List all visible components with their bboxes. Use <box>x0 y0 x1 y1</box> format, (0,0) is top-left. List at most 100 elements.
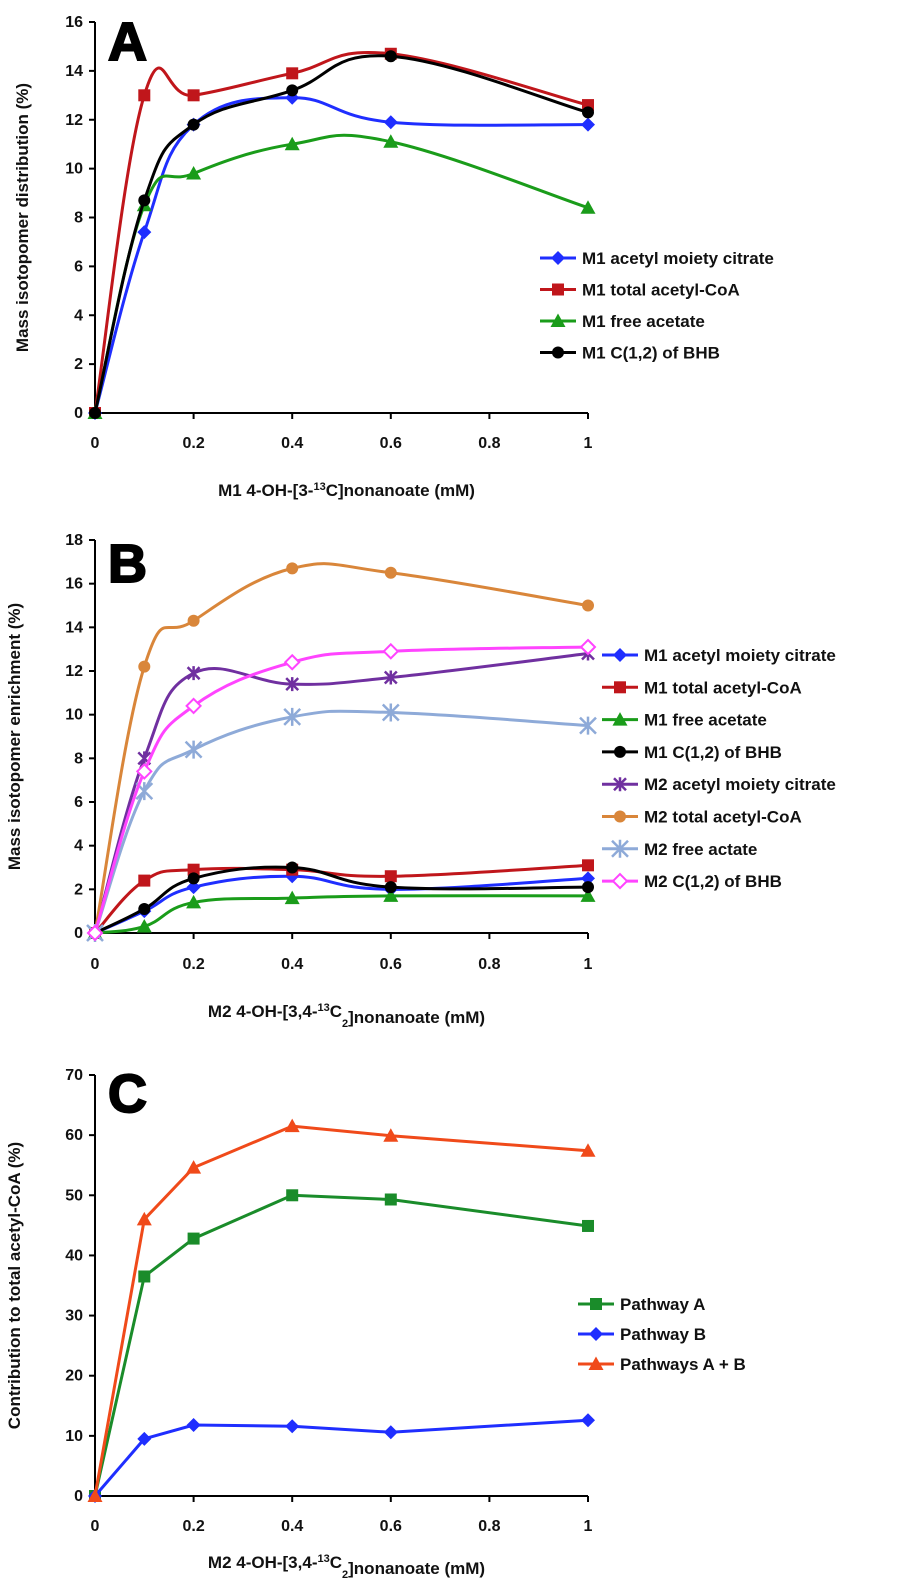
data-point <box>582 881 594 894</box>
data-point <box>186 166 202 180</box>
chart-panel-c: 0 10 20 30 40 50 60 70 0 0.2 0.4 0.6 0.8 1 Contributio… <box>5 1063 746 1578</box>
y-axis-title: Mass isotopomer enrichment (%) <box>5 603 24 870</box>
x-axis-title-part: M2 4-OH-[3,4- <box>208 1553 318 1572</box>
x-axis-title-part: ]nonanoate (mM) <box>348 1008 485 1027</box>
data-point <box>384 881 397 894</box>
series-m1-c-1-2-of-bhb <box>89 50 594 419</box>
data-point <box>383 134 399 148</box>
series-line <box>93 709 589 934</box>
legend-marker <box>552 346 564 359</box>
x-tick-label: 0.4 <box>281 435 303 452</box>
data-point <box>286 1189 299 1202</box>
data-point <box>580 888 596 902</box>
x-axis-title-part: M2 4-OH-[3,4- <box>208 1002 318 1021</box>
legend-marker <box>613 777 627 792</box>
series-m1-free-acetate <box>87 133 596 419</box>
data-point-stroke <box>186 666 201 681</box>
x-tick-label: 0 <box>91 956 100 973</box>
data-point <box>384 566 397 579</box>
data-point <box>286 67 299 80</box>
legend-entry: M2 acetyl moiety citrate <box>602 775 836 794</box>
x-tick-label: 0 <box>91 435 100 452</box>
data-point <box>383 888 399 902</box>
legend-entry: M1 C(1,2) of BHB <box>602 743 782 762</box>
data-point <box>580 200 596 214</box>
data-point <box>286 84 299 97</box>
x-axis-title-part: C <box>330 1002 342 1021</box>
legend-label: M2 acetyl moiety citrate <box>644 775 836 794</box>
data-point <box>285 1419 300 1434</box>
data-point <box>135 763 153 780</box>
series-line <box>93 1193 589 1497</box>
data-point <box>187 872 200 885</box>
legend-label: M2 total acetyl-CoA <box>644 808 802 827</box>
data-point <box>582 859 594 872</box>
legend-entry: M1 total acetyl-CoA <box>540 281 740 300</box>
chart-panel-b: 0 2 4 6 8 10 12 14 16 18 0 0.2 0.4 0.6 0.8 1 Mass isotop… <box>5 532 836 1030</box>
x-tick-label: 0.2 <box>182 435 204 452</box>
data-point <box>283 707 302 726</box>
x-tick-label: 0.4 <box>281 956 303 973</box>
legend-marker <box>614 810 626 823</box>
legend-entry: M1 total acetyl-CoA <box>602 678 802 697</box>
data-point-stroke <box>383 670 398 685</box>
x-tick-label: 0.2 <box>182 1518 204 1535</box>
legend-marker <box>590 1298 602 1310</box>
legend-label: M1 total acetyl-CoA <box>644 678 802 697</box>
y-tick-label: 0 <box>74 405 83 422</box>
legend-label: M1 acetyl moiety citrate <box>644 646 836 665</box>
data-point <box>284 890 300 905</box>
data-point <box>581 871 595 886</box>
series-line <box>93 50 589 414</box>
x-tick-label: 0.8 <box>478 435 500 452</box>
legend-entry: M2 free actate <box>602 840 757 859</box>
legend-label: M1 C(1,2) of BHB <box>582 344 720 363</box>
y-tick-label: 0 <box>74 1488 83 1505</box>
data-point <box>186 1160 202 1174</box>
data-point <box>186 1418 201 1433</box>
x-axis-title: M2 4-OH-[3,4-13C2]nonanoate (mM) <box>208 1553 485 1578</box>
y-tick-label: 10 <box>65 1428 83 1445</box>
data-point <box>582 1219 594 1232</box>
series-line <box>93 96 589 414</box>
x-tick-label: 0.8 <box>478 1518 500 1535</box>
x-tick-label: 0.6 <box>380 1518 402 1535</box>
data-point <box>581 117 595 132</box>
y-tick-label: 2 <box>74 356 83 373</box>
data-point <box>384 870 397 883</box>
data-point <box>384 50 397 63</box>
data-point <box>383 670 398 685</box>
data-point <box>136 1211 152 1226</box>
series-line <box>93 652 589 934</box>
legend-marker <box>551 251 565 265</box>
series-m2-free-actate <box>86 703 597 942</box>
legend-entry: M1 C(1,2) of BHB <box>540 344 720 363</box>
x-tick-label: 0.4 <box>281 1518 303 1535</box>
y-tick-label: 4 <box>74 307 83 324</box>
y-tick-label: 14 <box>65 619 83 636</box>
data-point <box>187 118 200 131</box>
y-tick-label: 50 <box>65 1187 83 1204</box>
x-axis-title-part: 2 <box>342 1018 348 1030</box>
data-point <box>382 642 400 660</box>
legend-marker-stroke <box>611 839 629 858</box>
legend-entry: M2 C(1,2) of BHB <box>602 872 782 891</box>
data-point <box>285 677 300 692</box>
x-tick-label: 1 <box>584 1518 593 1535</box>
x-tick-label: 0.2 <box>182 956 204 973</box>
data-point-stroke <box>283 707 302 726</box>
legend-marker <box>589 1327 603 1341</box>
data-point <box>187 863 200 876</box>
series-m1-total-acetyl-coa <box>89 47 594 419</box>
data-point <box>138 874 151 887</box>
panel-label: C <box>108 1064 147 1124</box>
x-axis-title-part: 13 <box>313 481 325 493</box>
data-point-stroke <box>579 716 597 735</box>
data-point <box>582 106 594 119</box>
y-tick-label: 10 <box>65 161 83 178</box>
y-tick-label: 4 <box>74 838 83 855</box>
x-axis-title-part: ]nonanoate (mM) <box>348 1559 485 1578</box>
series-line <box>93 863 589 935</box>
series-line <box>94 874 589 935</box>
data-point <box>383 1128 399 1142</box>
